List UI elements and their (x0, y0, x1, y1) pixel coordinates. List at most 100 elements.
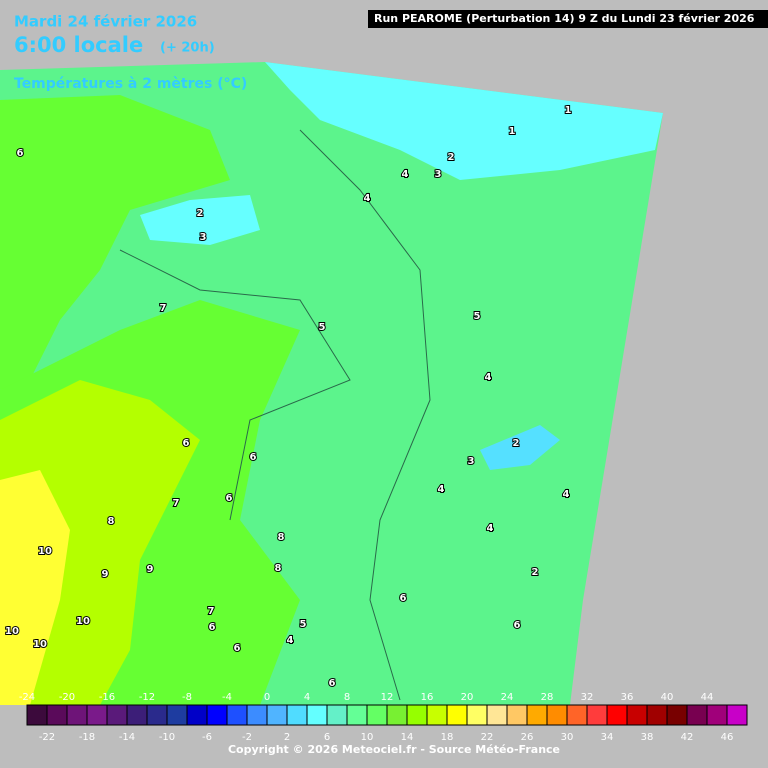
contour-label: 7 (208, 606, 215, 617)
legend-swatch (146, 704, 168, 726)
legend-tick: 6 (324, 732, 330, 743)
legend-swatch (306, 704, 328, 726)
legend-swatch (106, 704, 128, 726)
legend-swatch (606, 704, 628, 726)
contour-label: 1 (565, 105, 572, 116)
legend-tick: 42 (681, 732, 694, 743)
legend-tick: -4 (222, 692, 232, 703)
legend-swatch (726, 704, 748, 726)
legend-tick: 2 (284, 732, 290, 743)
contour-label: 4 (402, 169, 409, 180)
date: Mardi 24 février 2026 (14, 13, 197, 31)
legend-tick: -14 (119, 732, 135, 743)
legend-swatch (266, 704, 288, 726)
contour-label: 10 (38, 546, 52, 557)
legend-swatch (666, 704, 688, 726)
legend-swatch (26, 704, 48, 726)
legend-tick: 32 (581, 692, 594, 703)
legend-swatch (286, 704, 308, 726)
legend-tick: 26 (521, 732, 534, 743)
run-info: Run PEAROME (Perturbation 14) 9 Z du Lun… (374, 12, 755, 25)
legend-swatch (446, 704, 468, 726)
contour-label: 2 (197, 208, 204, 219)
contour-label: 2 (513, 438, 520, 449)
copyright: Copyright © 2026 Meteociel.fr - Source M… (228, 743, 560, 756)
legend-tick: 46 (721, 732, 734, 743)
legend-tick: -20 (59, 692, 75, 703)
border (299, 129, 431, 701)
contour-label: 2 (448, 152, 455, 163)
contour-label: 7 (173, 498, 180, 509)
contour-label: 6 (234, 643, 241, 654)
contour-label: 6 (250, 452, 257, 463)
legend-swatch (226, 704, 248, 726)
legend-swatch (126, 704, 148, 726)
legend-swatch (186, 704, 208, 726)
legend-tick: 10 (361, 732, 374, 743)
legend-swatch (626, 704, 648, 726)
legend-tick: 38 (641, 732, 654, 743)
legend-swatch (346, 704, 368, 726)
contour-label: 2 (532, 567, 539, 578)
legend-tick: 4 (304, 692, 310, 703)
contour-label: 10 (33, 639, 47, 650)
legend-tick: 18 (441, 732, 454, 743)
contour (119, 249, 351, 521)
contour-label: 4 (487, 523, 494, 534)
contour-label: 4 (563, 489, 570, 500)
contour-label: 6 (400, 593, 407, 604)
contour-label: 8 (278, 532, 285, 543)
legend-tick: 0 (264, 692, 270, 703)
legend-swatch (66, 704, 88, 726)
contour-label: 10 (76, 616, 90, 627)
legend-tick: -10 (159, 732, 175, 743)
legend-swatch (526, 704, 548, 726)
run-box (368, 10, 768, 28)
legend-swatch (706, 704, 728, 726)
contour-label: 6 (514, 620, 521, 631)
offset: (+ 20h) (160, 41, 215, 56)
legend-swatch (406, 704, 428, 726)
cold-zone (480, 425, 560, 470)
contour-label: 1 (509, 126, 516, 137)
contour-label: 8 (108, 516, 115, 527)
legend-tick: -18 (79, 732, 95, 743)
legend: -24 -20 -16 -12 -8 -4 0 4 8 12 16 20 24 28 32 36 40 44-22… (19, 692, 748, 743)
legend-tick: 8 (344, 692, 350, 703)
legend-swatch (46, 704, 68, 726)
contour-label: 6 (183, 438, 190, 449)
contour-label: 3 (468, 456, 475, 467)
time: 6:00 locale (14, 33, 143, 57)
legend-tick: 30 (561, 732, 574, 743)
contour-label: 5 (300, 619, 307, 630)
legend-tick: 14 (401, 732, 414, 743)
contour-label: 3 (200, 232, 207, 243)
contour-label: 6 (17, 148, 24, 159)
legend-swatch (586, 704, 608, 726)
legend-tick: 40 (661, 692, 674, 703)
contour-label: 4 (287, 635, 294, 646)
contour-label: 4 (364, 193, 371, 204)
contour-label: 9 (147, 564, 154, 575)
contour-label: 10 (5, 626, 19, 637)
legend-tick: 22 (481, 732, 494, 743)
warmest-zone (0, 470, 70, 705)
contour-label: 6 (209, 622, 216, 633)
map-field (0, 62, 663, 705)
legend-tick: 44 (701, 692, 714, 703)
legend-tick: 28 (541, 692, 554, 703)
legend-swatch (646, 704, 668, 726)
legend-swatch (206, 704, 228, 726)
sea-zone (0, 95, 230, 390)
legend-tick: -24 (19, 692, 35, 703)
legend-tick: -6 (202, 732, 212, 743)
legend-tick: -22 (39, 732, 55, 743)
legend-swatch (546, 704, 568, 726)
cold-zone (140, 195, 260, 245)
legend-swatch (326, 704, 348, 726)
legend-swatch (366, 704, 388, 726)
legend-tick: 16 (421, 692, 434, 703)
contour-label: 6 (226, 493, 233, 504)
legend-tick: -8 (182, 692, 192, 703)
